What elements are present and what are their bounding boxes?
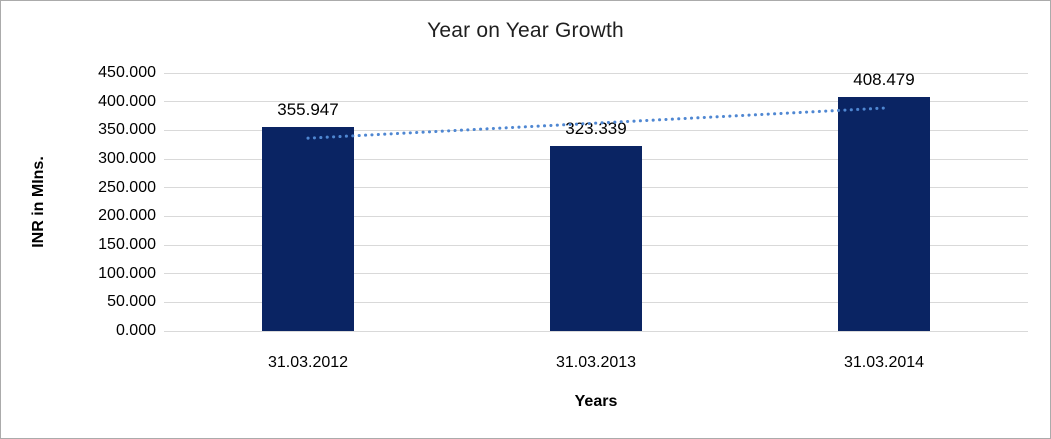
- y-axis-tick-label: 400.000: [98, 92, 156, 110]
- y-axis-tick-label: 250.000: [98, 178, 156, 196]
- x-axis-title: Years: [574, 393, 618, 410]
- y-axis-tick-label: 150.000: [98, 236, 156, 253]
- y-axis-tick-label: 300.000: [98, 150, 156, 167]
- y-axis-tick-label: 0.000: [115, 322, 156, 339]
- bar-data-label: 355.947: [277, 99, 339, 119]
- bar-series-31.03.2013: [550, 145, 642, 331]
- y-axis-tick-label: 100.000: [98, 264, 156, 282]
- bar-data-label: 408.479: [853, 69, 915, 89]
- bar-series-31.03.2014: [838, 96, 930, 331]
- y-axis-tick-label: 200.000: [98, 207, 156, 225]
- bar-data-label: 323.339: [565, 118, 627, 138]
- x-axis-tick-label: 31.03.2013: [555, 354, 637, 371]
- y-axis-tick-label: 450.000: [98, 64, 156, 81]
- gridline: [164, 72, 1028, 74]
- bar-series-31.03.2012: [262, 126, 354, 331]
- gridline: [164, 330, 1028, 332]
- y-axis-tick-label: 50.000: [107, 293, 156, 311]
- chart-title: Year on Year Growth: [427, 19, 624, 42]
- y-axis-tick-label: 350.000: [98, 121, 156, 139]
- x-axis-tick-label: 31.03.2012: [267, 354, 349, 371]
- gridline: [164, 101, 1028, 103]
- x-axis-tick-label: 31.03.2014: [843, 354, 925, 371]
